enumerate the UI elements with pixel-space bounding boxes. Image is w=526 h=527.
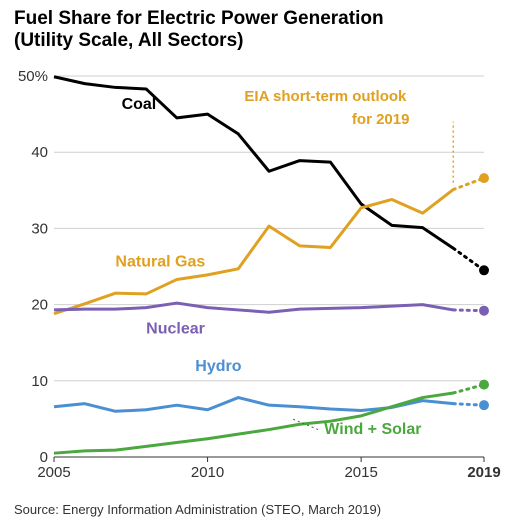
hydro-end-marker [479,400,489,410]
svg-text:50%: 50% [18,68,48,85]
svg-text:2010: 2010 [191,464,224,481]
svg-text:10: 10 [31,373,48,390]
coal-end-marker [479,265,489,275]
svg-text:2019: 2019 [467,464,500,481]
chart-plot-area: 01020304050%2005201020152019EIA short-te… [14,60,512,485]
svg-text:for 2019: for 2019 [352,111,410,128]
nuclear-end-marker [479,306,489,316]
svg-text:30: 30 [31,220,48,237]
chart-title-block: Fuel Share for Electric Power Generation… [14,8,512,52]
hydro-label: Hydro [195,358,241,375]
svg-text:20: 20 [31,297,48,314]
wind-solar-label: Wind + Solar [324,421,421,438]
chart-source: Source: Energy Information Administratio… [14,502,381,517]
svg-text:2005: 2005 [37,464,70,481]
svg-text:2015: 2015 [344,464,377,481]
chart-title-line2: (Utility Scale, All Sectors) [14,30,512,52]
chart-title-line1: Fuel Share for Electric Power Generation [14,8,512,30]
nuclear-label: Nuclear [146,321,205,338]
svg-text:40: 40 [31,144,48,161]
svg-text:EIA short-term outlook: EIA short-term outlook [244,88,407,105]
chart-container: Fuel Share for Electric Power Generation… [0,0,526,527]
wind-solar-end-marker [479,380,489,390]
natural-gas-label: Natural Gas [115,254,205,271]
coal-label: Coal [122,96,157,113]
natural-gas-end-marker [479,173,489,183]
